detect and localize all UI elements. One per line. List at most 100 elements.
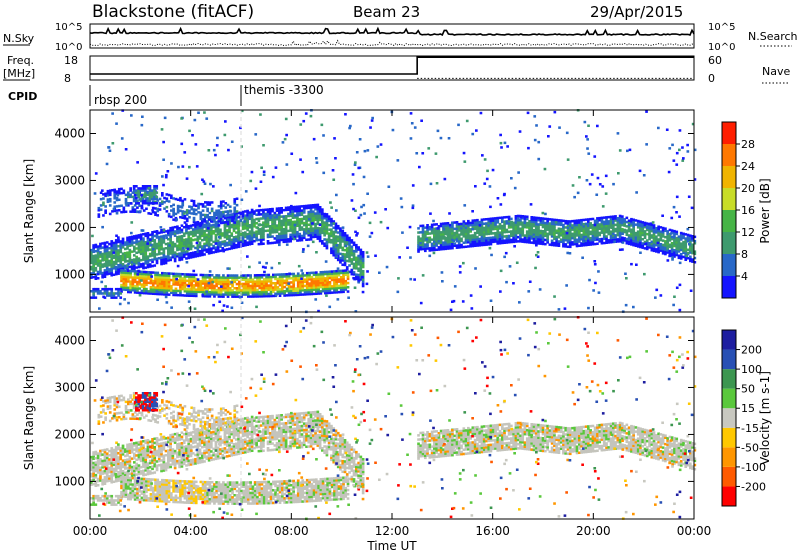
power-cell bbox=[103, 252, 107, 255]
power-cell bbox=[321, 218, 324, 222]
power-cell bbox=[232, 236, 236, 239]
power-cell bbox=[487, 219, 491, 223]
power-cell bbox=[309, 214, 313, 218]
power-cell bbox=[174, 212, 178, 216]
power-cell bbox=[190, 199, 194, 203]
power-cell bbox=[355, 246, 358, 249]
power-cell bbox=[146, 193, 150, 197]
power-cell bbox=[201, 217, 205, 221]
power-cell bbox=[169, 258, 172, 262]
power-cell bbox=[298, 228, 302, 232]
power-cell bbox=[127, 195, 130, 199]
power-cell bbox=[316, 237, 320, 240]
power-cell bbox=[147, 271, 151, 274]
power-cell bbox=[133, 260, 136, 263]
power-cell bbox=[618, 229, 622, 233]
power-cell bbox=[496, 197, 500, 200]
power-cell bbox=[246, 237, 249, 240]
power-cell bbox=[643, 230, 647, 233]
power-cell bbox=[90, 296, 93, 299]
power-cell bbox=[194, 246, 197, 250]
power-cell bbox=[266, 225, 270, 228]
power-cell bbox=[131, 284, 135, 288]
power-cell bbox=[264, 216, 268, 220]
power-cell bbox=[194, 208, 198, 212]
power-cell bbox=[228, 287, 232, 290]
power-cell bbox=[156, 282, 160, 285]
power-cell bbox=[685, 254, 689, 258]
power-cell bbox=[233, 202, 237, 205]
power-cell bbox=[357, 275, 360, 279]
power-cell bbox=[128, 261, 132, 264]
power-cell bbox=[133, 254, 136, 257]
power-cell bbox=[587, 237, 590, 240]
power-cell bbox=[666, 251, 669, 254]
power-cell bbox=[146, 255, 150, 258]
power-cell bbox=[176, 289, 180, 293]
power-cell bbox=[655, 250, 658, 253]
power-cell bbox=[121, 237, 125, 241]
power-cell bbox=[528, 234, 531, 238]
power-cell bbox=[138, 204, 141, 208]
power-cell bbox=[625, 229, 629, 232]
power-cell bbox=[510, 226, 513, 229]
power-cell bbox=[253, 231, 256, 234]
power-cell bbox=[616, 132, 620, 135]
power-cell bbox=[464, 226, 468, 229]
power-cell bbox=[96, 290, 100, 293]
power-cell bbox=[293, 214, 297, 217]
power-cell bbox=[233, 274, 237, 277]
power-cell bbox=[170, 285, 173, 288]
power-cell bbox=[155, 253, 159, 256]
power-cell bbox=[128, 257, 132, 260]
power-cell bbox=[150, 191, 154, 194]
power-cell bbox=[446, 247, 450, 250]
power-cell bbox=[525, 238, 529, 242]
power-cell bbox=[298, 205, 302, 208]
power-cell bbox=[521, 238, 525, 241]
power-cell bbox=[145, 281, 148, 285]
power-cell bbox=[275, 226, 279, 229]
power-cell bbox=[341, 246, 345, 250]
power-cell bbox=[129, 286, 132, 290]
power-cell bbox=[562, 236, 565, 240]
power-cell bbox=[212, 303, 215, 307]
power-cell bbox=[665, 128, 669, 132]
power-cell bbox=[185, 231, 188, 235]
power-cell bbox=[235, 203, 239, 207]
power-cell bbox=[593, 232, 597, 235]
power-cell bbox=[534, 266, 537, 270]
power-cell bbox=[296, 205, 299, 209]
power-cell bbox=[460, 243, 463, 247]
power-cell bbox=[686, 143, 689, 147]
power-cell bbox=[112, 296, 116, 299]
power-cell bbox=[216, 231, 220, 234]
power-cell bbox=[144, 243, 148, 246]
power-cell bbox=[657, 238, 660, 241]
power-cell bbox=[164, 259, 168, 263]
power-cell bbox=[553, 235, 556, 239]
power-cell bbox=[141, 187, 145, 190]
power-cell bbox=[222, 295, 225, 298]
power-cell bbox=[670, 235, 674, 239]
power-cell bbox=[231, 282, 234, 286]
power-cell bbox=[301, 274, 305, 277]
power-cell bbox=[114, 292, 118, 295]
power-cell bbox=[206, 207, 209, 211]
power-cell bbox=[447, 137, 451, 140]
power-cell bbox=[457, 123, 460, 127]
power-cell bbox=[487, 222, 491, 225]
power-cell bbox=[537, 140, 541, 144]
power-cell bbox=[231, 213, 234, 216]
power-cell bbox=[496, 219, 500, 222]
power-cell bbox=[609, 234, 613, 238]
power-cell bbox=[244, 278, 248, 282]
power-cell bbox=[148, 265, 152, 268]
power-cell bbox=[155, 257, 159, 261]
power-cell bbox=[309, 225, 313, 228]
power-cell bbox=[153, 258, 157, 261]
power-cell bbox=[110, 263, 114, 266]
power-cell bbox=[183, 221, 187, 224]
power-cell bbox=[156, 275, 160, 279]
power-cell bbox=[136, 289, 139, 292]
